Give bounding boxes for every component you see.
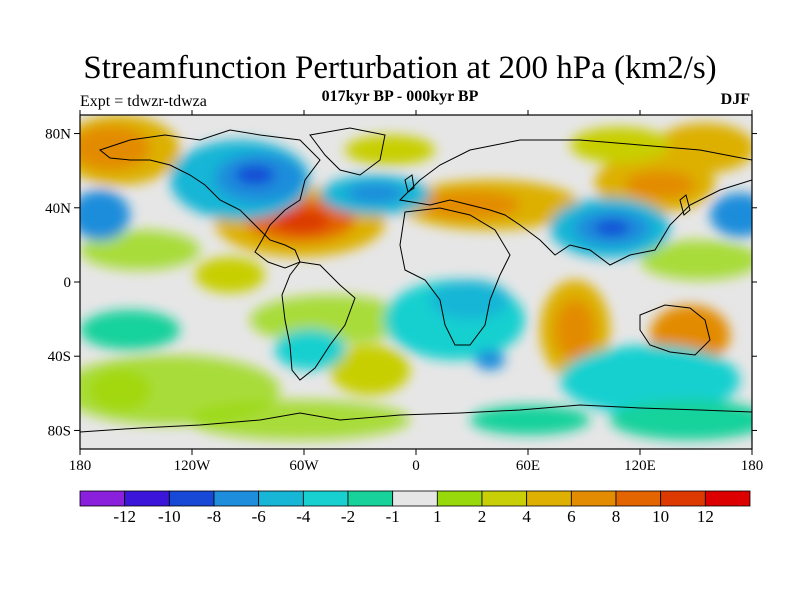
japan-outline xyxy=(679,194,691,216)
lon-tick-label: 0 xyxy=(412,458,420,474)
colorbar-swatch xyxy=(213,490,260,507)
colorbar-swatch xyxy=(302,490,349,507)
lat-tick-label: 80S xyxy=(48,423,71,439)
experiment-label: Expt = tdwzr-tdwza xyxy=(80,93,207,110)
colorbar-swatch xyxy=(124,490,170,507)
colorbar-label: -8 xyxy=(207,507,221,526)
colorbar-swatch xyxy=(258,490,304,507)
colorbar-label: -6 xyxy=(252,507,266,526)
lat-tick-label: 40N xyxy=(45,201,71,217)
colorbar-swatch xyxy=(570,490,617,507)
colorbar-swatch xyxy=(615,490,662,507)
colorbar-swatch xyxy=(660,490,706,507)
chart-subtitle: 017kyr BP - 000kyr BP xyxy=(321,88,479,105)
streamfunction-field xyxy=(80,115,752,440)
lat-tick-label: 0 xyxy=(64,275,72,291)
greenland-outline xyxy=(309,127,386,176)
lon-tick-label: 180 xyxy=(741,458,764,474)
colorbar-label: -10 xyxy=(158,507,181,526)
colorbar-label: -12 xyxy=(113,507,136,526)
colorbar-swatch xyxy=(392,490,438,507)
map-panel xyxy=(80,115,752,449)
antarctica-outline xyxy=(80,404,752,433)
season-label: DJF xyxy=(720,91,750,108)
colorbar-label: -2 xyxy=(341,507,355,526)
eurasia-outline xyxy=(398,139,752,266)
colorbar-label: -1 xyxy=(386,507,400,526)
coastlines xyxy=(80,127,752,433)
colorbar-label: 8 xyxy=(612,507,621,526)
colorbar-swatch xyxy=(481,490,528,507)
colorbar-swatch xyxy=(347,490,394,507)
north-america-outline xyxy=(98,129,321,269)
lon-tick-label: 60W xyxy=(289,458,319,474)
colorbar-swatch xyxy=(79,490,126,507)
british-isles-outline xyxy=(404,174,415,193)
lon-tick-label: 180 xyxy=(69,458,92,474)
colorbar-label: 4 xyxy=(522,507,531,526)
colorbar-swatch xyxy=(704,490,751,507)
lon-tick-label: 60E xyxy=(516,458,540,474)
colorbar-swatch xyxy=(526,490,572,507)
lon-tick-label: 120W xyxy=(174,458,212,474)
south-america-outline xyxy=(281,261,356,381)
colorbar-label: 10 xyxy=(652,507,669,526)
lat-tick-label: 80N xyxy=(45,127,71,143)
colorbar-label: 1 xyxy=(433,507,442,526)
colorbar-label: 12 xyxy=(697,507,714,526)
colorbar: -12 -10 -8 -6 -4 -2 -1 1 2 4 6 8 10 12 xyxy=(79,490,751,526)
africa-outline xyxy=(399,207,511,346)
australia-outline xyxy=(639,304,711,356)
chart-title: Streamfunction Perturbation at 200 hPa (… xyxy=(83,50,717,86)
lat-tick-label: 40S xyxy=(48,349,71,365)
lon-tick-label: 120E xyxy=(624,458,656,474)
colorbar-label: -4 xyxy=(296,507,311,526)
map-axes: 180 120W 60W 0 60E 120E 180 80N 40N 0 40S 80S xyxy=(45,110,763,474)
colorbar-swatch xyxy=(436,490,483,507)
colorbar-label: 2 xyxy=(478,507,487,526)
colorbar-label: 6 xyxy=(567,507,576,526)
colorbar-swatch xyxy=(168,490,215,507)
